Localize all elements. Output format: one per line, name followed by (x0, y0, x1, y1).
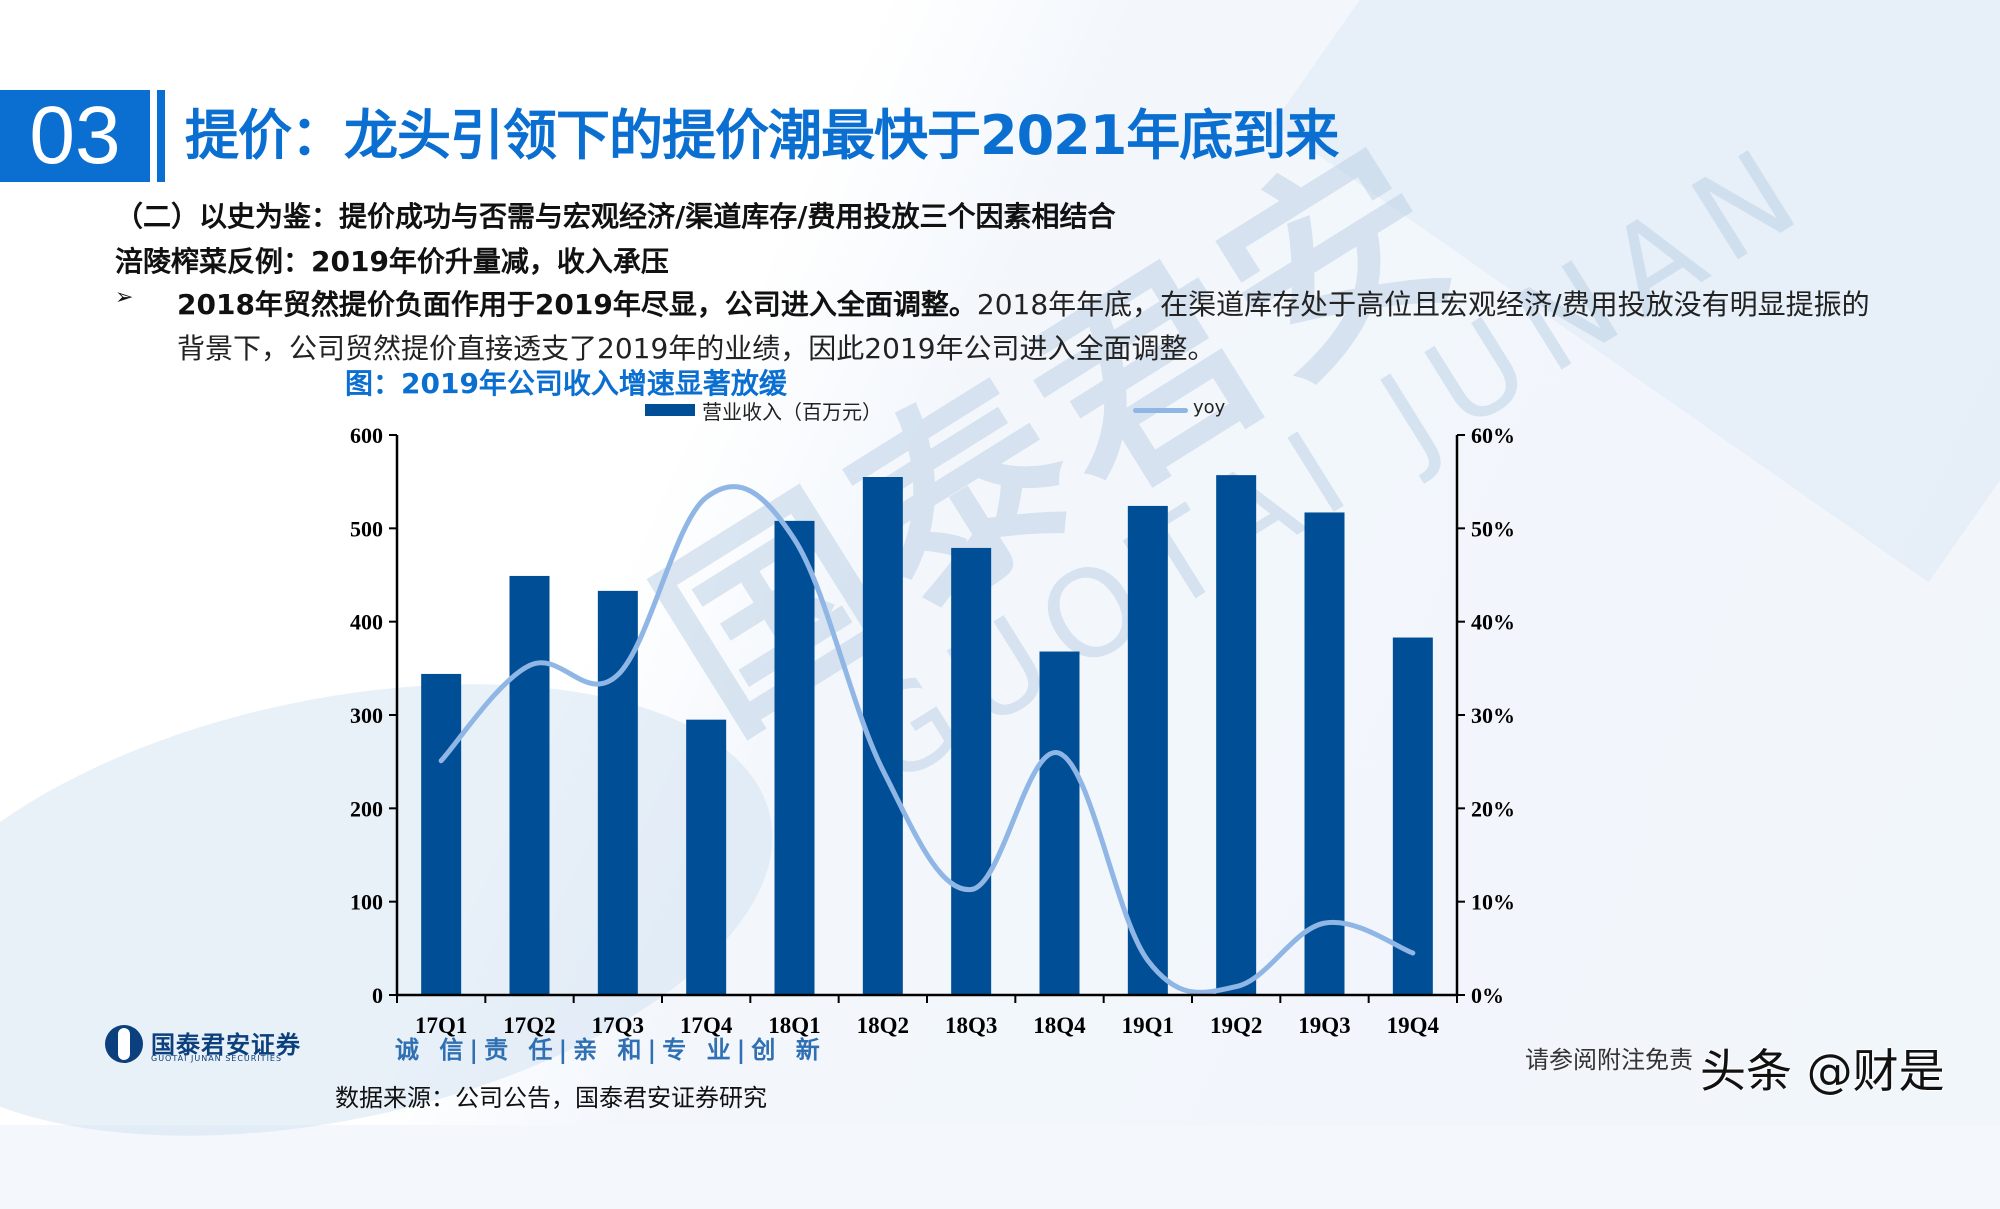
revenue-bar (774, 520, 815, 995)
right-axis-tick-label: 20% (1471, 796, 1515, 821)
right-axis-tick-label: 60% (1471, 423, 1515, 448)
logo-mark-icon (105, 1025, 143, 1063)
yoy-line (438, 484, 1416, 995)
section-number-badge: 03 (0, 90, 150, 182)
bullet-normal-text: 2018年年底，在渠道库存处于高位且宏观经济/费用投放没有明显提振的背景下，公司… (177, 288, 1870, 365)
x-axis-category-label: 19Q4 (1387, 1013, 1440, 1038)
arrow-bullet-icon: ➢ (115, 285, 134, 310)
revenue-yoy-chart: 0 100 200 300 400 500 600 0% 10% 20% 30% 40% 50% 60% 1… (350, 423, 1515, 1038)
x-axis-category-label: 18Q3 (945, 1013, 997, 1038)
right-axis-tick-label: 30% (1471, 703, 1515, 728)
revenue-bar (421, 673, 462, 995)
left-axis-tick-label: 100 (350, 890, 383, 915)
x-axis-category-label: 17Q2 (503, 1013, 555, 1038)
right-axis-tick-label: 40% (1471, 610, 1515, 635)
subheading-1: （二）以史为鉴：提价成功与否需与宏观经济/渠道库存/费用投放三个因素相结合 (115, 200, 1116, 233)
company-slogan: 诚 信|责 任|亲 和|专 业|创 新 (395, 1035, 826, 1064)
legend-bar-label: 营业收入（百万元） (702, 400, 882, 424)
x-axis-category-label: 17Q1 (415, 1013, 467, 1038)
revenue-bar (1127, 505, 1168, 995)
revenue-bar (1216, 475, 1257, 996)
toutiao-watermark: 头条 @财是 (1700, 1044, 1945, 1098)
left-axis-tick-label: 500 (350, 516, 383, 541)
x-axis-category-label: 19Q1 (1122, 1013, 1174, 1038)
revenue-bar (951, 547, 992, 995)
x-axis-category-label: 17Q3 (592, 1013, 644, 1038)
section-divider (157, 90, 165, 182)
legend-line-swatch (1133, 408, 1188, 413)
revenue-bar (686, 719, 727, 995)
company-logo: 国泰君安证券 GUOTAI JUNAN SECURITIES (105, 1025, 365, 1065)
revenue-bar (1392, 637, 1433, 995)
revenue-bar (509, 575, 550, 995)
x-axis-category-label: 18Q4 (1033, 1013, 1086, 1038)
legend-line-label: yoy (1193, 397, 1226, 418)
bullet-bold-text: 2018年贸然提价负面作用于2019年尽显，公司进入全面调整。 (177, 288, 977, 321)
x-axis-category-label: 19Q2 (1210, 1013, 1262, 1038)
x-axis-category-label: 17Q4 (680, 1013, 733, 1038)
left-axis-tick-label: 200 (350, 796, 383, 821)
left-axis-tick-label: 600 (350, 423, 383, 448)
data-source: 数据来源：公司公告，国泰君安证券研究 (335, 1084, 767, 1112)
revenue-bar (1039, 651, 1080, 995)
left-axis-tick-label: 400 (350, 610, 383, 635)
left-axis-tick-label: 0 (372, 983, 383, 1008)
right-axis-tick-label: 50% (1471, 516, 1515, 541)
left-axis-tick-label: 300 (350, 703, 383, 728)
logo-text-cn: 国泰君安证券 (151, 1031, 301, 1059)
page-title: 提价：龙头引领下的提价潮最快于2021年底到来 (185, 104, 1339, 167)
right-axis-tick-label: 10% (1471, 890, 1515, 915)
x-axis-category-label: 18Q2 (857, 1013, 909, 1038)
x-axis-category-label: 18Q1 (768, 1013, 820, 1038)
subheading-2: 涪陵榨菜反例：2019年价升量减，收入承压 (115, 245, 669, 278)
bullet-text: 2018年贸然提价负面作用于2019年尽显，公司进入全面调整。2018年年底，在… (177, 283, 1897, 371)
right-axis-tick-label: 0% (1471, 983, 1504, 1008)
x-axis-category-label: 19Q3 (1298, 1013, 1350, 1038)
legend-bar-swatch (645, 404, 695, 416)
figure-title: 图：2019年公司收入增速显著放缓 (345, 367, 787, 400)
logo-text-en: GUOTAI JUNAN SECURITIES (151, 1054, 283, 1063)
disclaimer-note: 请参阅附注免责 (1525, 1046, 1693, 1074)
revenue-bar (1304, 512, 1345, 995)
